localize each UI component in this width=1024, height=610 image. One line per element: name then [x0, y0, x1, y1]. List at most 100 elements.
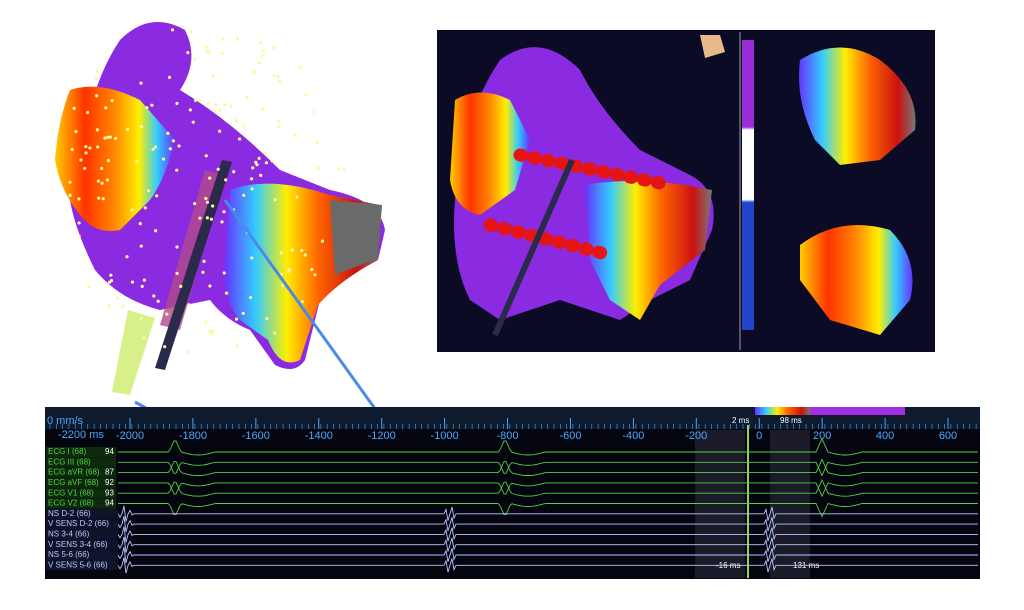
sample-point — [279, 251, 283, 255]
sample-point — [104, 106, 108, 110]
channel-label: ECG V2 (68) — [48, 499, 94, 508]
orientation-icon — [700, 35, 725, 58]
sample-point — [298, 65, 302, 70]
tick-label: 200 — [813, 430, 831, 442]
activation-patch — [585, 181, 712, 320]
sample-point — [273, 197, 277, 202]
sample-point — [287, 268, 291, 272]
sample-point — [207, 329, 212, 333]
sample-point — [257, 156, 261, 160]
sample-point — [218, 129, 222, 133]
sample-point — [254, 160, 258, 164]
sample-point — [259, 173, 263, 177]
sample-point — [343, 168, 347, 172]
sample-point — [204, 154, 208, 158]
sample-point — [155, 194, 159, 198]
channel-label-bg — [46, 467, 116, 478]
channel-label: ECG V1 (68) — [48, 488, 94, 497]
sample-point — [263, 151, 268, 156]
sample-point — [161, 157, 166, 161]
sample-point — [168, 147, 172, 151]
sample-point — [95, 128, 99, 132]
sample-point — [278, 79, 282, 83]
sample-point — [211, 330, 215, 334]
sample-point — [87, 285, 91, 289]
sheath — [112, 310, 155, 395]
sample-point — [100, 166, 104, 171]
sample-point — [198, 216, 202, 220]
sample-point — [85, 110, 90, 115]
sample-point — [204, 196, 208, 201]
sample-point — [222, 271, 226, 275]
sample-point — [94, 77, 98, 81]
sweep-speed: 0 mm/s — [47, 415, 84, 427]
sample-point — [251, 166, 255, 170]
sample-point — [165, 312, 169, 316]
trace — [117, 546, 978, 564]
sample-point — [205, 49, 209, 53]
sample-point — [204, 320, 208, 324]
channel-label-bg — [46, 477, 116, 488]
sample-point — [147, 189, 151, 193]
sample-point — [166, 131, 170, 135]
sample-point — [222, 103, 227, 107]
tick-label: -400 — [622, 430, 644, 442]
sample-point — [317, 166, 321, 170]
trace — [117, 505, 978, 522]
channel-label-bg — [46, 457, 116, 468]
sample-point — [208, 284, 212, 288]
sample-point — [221, 37, 225, 41]
sample-point — [320, 239, 325, 243]
sample-point — [110, 98, 114, 103]
sample-point — [126, 127, 130, 132]
sample-point — [97, 196, 101, 200]
sample-point — [244, 95, 249, 100]
sample-point — [193, 98, 198, 102]
ruler — [45, 407, 980, 429]
sample-point — [156, 299, 160, 303]
channel-label: ECG I (68) — [48, 447, 87, 456]
trace — [117, 536, 978, 553]
mini-scale — [755, 407, 810, 415]
channel-value: 93 — [105, 488, 114, 497]
trace — [118, 502, 978, 518]
sample-point — [72, 106, 76, 110]
tick-label: -1000 — [431, 430, 459, 442]
sample-point — [84, 151, 88, 155]
channel-label-bg — [46, 519, 118, 530]
sample-point — [303, 253, 307, 257]
sample-point — [310, 110, 314, 114]
sample-point — [100, 181, 104, 185]
sample-point — [103, 136, 107, 140]
sample-point — [175, 101, 179, 106]
sample-point — [224, 291, 229, 295]
sample-point — [139, 317, 143, 321]
trace — [117, 516, 978, 533]
sample-point — [264, 161, 269, 165]
sample-point — [272, 45, 276, 50]
sample-point — [242, 193, 246, 198]
trace — [117, 557, 978, 574]
sample-point — [193, 57, 197, 61]
sample-point — [152, 294, 156, 298]
sample-point — [84, 145, 88, 149]
sample-point — [209, 332, 214, 336]
sample-point — [96, 179, 100, 183]
channel-value: 92 — [105, 478, 114, 487]
channel-value: 94 — [105, 499, 114, 508]
sample-point — [188, 108, 192, 112]
channel-label: NS 3-4 (66) — [48, 530, 90, 539]
sample-point — [205, 216, 209, 220]
activation-patch — [55, 86, 175, 232]
channel-label: ECG aVF (68) — [48, 478, 99, 487]
mini-scale — [810, 407, 905, 415]
channel-label-bg — [46, 550, 118, 560]
sample-point — [113, 136, 118, 141]
tick-label: -600 — [559, 430, 581, 442]
egm-panel: 0 mm/s -2200 ms 2 ms 98 ms -16 ms 131 ms… — [45, 407, 980, 579]
sample-point — [107, 303, 111, 308]
channel-label-bg — [46, 488, 116, 499]
tick-label: -2000 — [116, 430, 144, 442]
tick-label: -800 — [497, 430, 519, 442]
sample-point — [242, 124, 246, 128]
